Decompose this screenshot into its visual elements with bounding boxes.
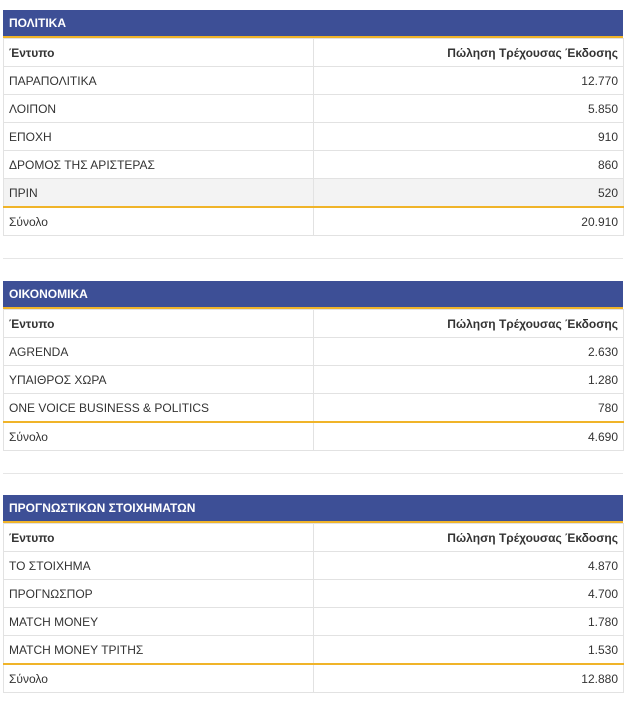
sales-table: Έντυπο Πώληση Τρέχουσας Έκδοσης ΠΑΡΑΠΟΛΙ… — [3, 38, 624, 236]
table-header-row: Έντυπο Πώληση Τρέχουσας Έκδοσης — [3, 309, 624, 338]
column-header-publication: Έντυπο — [3, 309, 314, 338]
table-row: ΠΡΟΓΝΩΣΠΟΡ 4.700 — [3, 579, 624, 608]
publication-name: ΕΠΟΧΗ — [3, 122, 314, 151]
publication-name: ΥΠΑΙΘΡΟΣ ΧΩΡΑ — [3, 365, 314, 394]
total-row: Σύνολο 12.880 — [3, 663, 624, 693]
publication-name: ΤΟ ΣΤΟΙΧΗΜΑ — [3, 551, 314, 580]
sales-value: 4.700 — [313, 579, 624, 608]
section-divider — [3, 258, 623, 259]
section-divider — [3, 473, 623, 474]
publication-name: ΔΡΟΜΟΣ ΤΗΣ ΑΡΙΣΤΕΡΑΣ — [3, 150, 314, 179]
section-title: ΠΟΛΙΤΙΚΑ — [3, 10, 623, 38]
section-prognostika: ΠΡΟΓΝΩΣΤΙΚΩΝ ΣΤΟΙΧΗΜΑΤΩΝ Έντυπο Πώληση Τ… — [3, 495, 624, 693]
table-header-row: Έντυπο Πώληση Τρέχουσας Έκδοσης — [3, 523, 624, 552]
section-title: ΟΙΚΟΝΟΜΙΚΑ — [3, 281, 623, 309]
sales-value: 860 — [313, 150, 624, 179]
sales-value: 5.850 — [313, 94, 624, 123]
section-oikonomika: ΟΙΚΟΝΟΜΙΚΑ Έντυπο Πώληση Τρέχουσας Έκδοσ… — [3, 281, 624, 451]
table-row: ΤΟ ΣΤΟΙΧΗΜΑ 4.870 — [3, 551, 624, 580]
sales-value: 780 — [313, 393, 624, 423]
table-header-row: Έντυπο Πώληση Τρέχουσας Έκδοσης — [3, 38, 624, 67]
total-row: Σύνολο 20.910 — [3, 206, 624, 236]
sales-value: 12.770 — [313, 66, 624, 95]
total-label: Σύνολο — [3, 206, 314, 236]
sales-table: Έντυπο Πώληση Τρέχουσας Έκδοσης ΤΟ ΣΤΟΙΧ… — [3, 523, 624, 693]
total-value: 20.910 — [313, 206, 624, 236]
section-politika: ΠΟΛΙΤΙΚΑ Έντυπο Πώληση Τρέχουσας Έκδοσης… — [3, 10, 624, 236]
sales-value: 1.780 — [313, 607, 624, 636]
total-value: 12.880 — [313, 663, 624, 693]
total-label: Σύνολο — [3, 663, 314, 693]
sales-value: 910 — [313, 122, 624, 151]
sales-table: Έντυπο Πώληση Τρέχουσας Έκδοσης AGRENDA … — [3, 309, 624, 451]
sales-value: 1.280 — [313, 365, 624, 394]
section-title: ΠΡΟΓΝΩΣΤΙΚΩΝ ΣΤΟΙΧΗΜΑΤΩΝ — [3, 495, 623, 523]
table-row-highlighted: ΠΡΙΝ 520 — [3, 178, 624, 208]
column-header-sales: Πώληση Τρέχουσας Έκδοσης — [313, 523, 624, 552]
publication-name: ΠΡΙΝ — [3, 178, 314, 208]
table-row: ONE VOICE BUSINESS & POLITICS 780 — [3, 393, 624, 423]
table-row: ΔΡΟΜΟΣ ΤΗΣ ΑΡΙΣΤΕΡΑΣ 860 — [3, 150, 624, 179]
publication-name: MATCH MONEY — [3, 607, 314, 636]
publication-name: MATCH MONEY ΤΡΙΤΗΣ — [3, 635, 314, 665]
column-header-sales: Πώληση Τρέχουσας Έκδοσης — [313, 309, 624, 338]
sales-value: 4.870 — [313, 551, 624, 580]
publication-name: ΛΟΙΠΟΝ — [3, 94, 314, 123]
table-row: ΠΑΡΑΠΟΛΙΤΙΚΑ 12.770 — [3, 66, 624, 95]
sales-value: 1.530 — [313, 635, 624, 665]
publication-name: AGRENDA — [3, 337, 314, 366]
table-row: AGRENDA 2.630 — [3, 337, 624, 366]
column-header-publication: Έντυπο — [3, 523, 314, 552]
table-row: MATCH MONEY ΤΡΙΤΗΣ 1.530 — [3, 635, 624, 665]
table-row: ΛΟΙΠΟΝ 5.850 — [3, 94, 624, 123]
total-value: 4.690 — [313, 421, 624, 451]
total-label: Σύνολο — [3, 421, 314, 451]
total-row: Σύνολο 4.690 — [3, 421, 624, 451]
publication-name: ΠΑΡΑΠΟΛΙΤΙΚΑ — [3, 66, 314, 95]
publication-name: ONE VOICE BUSINESS & POLITICS — [3, 393, 314, 423]
table-row: MATCH MONEY 1.780 — [3, 607, 624, 636]
sales-value: 520 — [313, 178, 624, 208]
sales-value: 2.630 — [313, 337, 624, 366]
table-row: ΥΠΑΙΘΡΟΣ ΧΩΡΑ 1.280 — [3, 365, 624, 394]
column-header-publication: Έντυπο — [3, 38, 314, 67]
table-row: ΕΠΟΧΗ 910 — [3, 122, 624, 151]
publication-name: ΠΡΟΓΝΩΣΠΟΡ — [3, 579, 314, 608]
column-header-sales: Πώληση Τρέχουσας Έκδοσης — [313, 38, 624, 67]
